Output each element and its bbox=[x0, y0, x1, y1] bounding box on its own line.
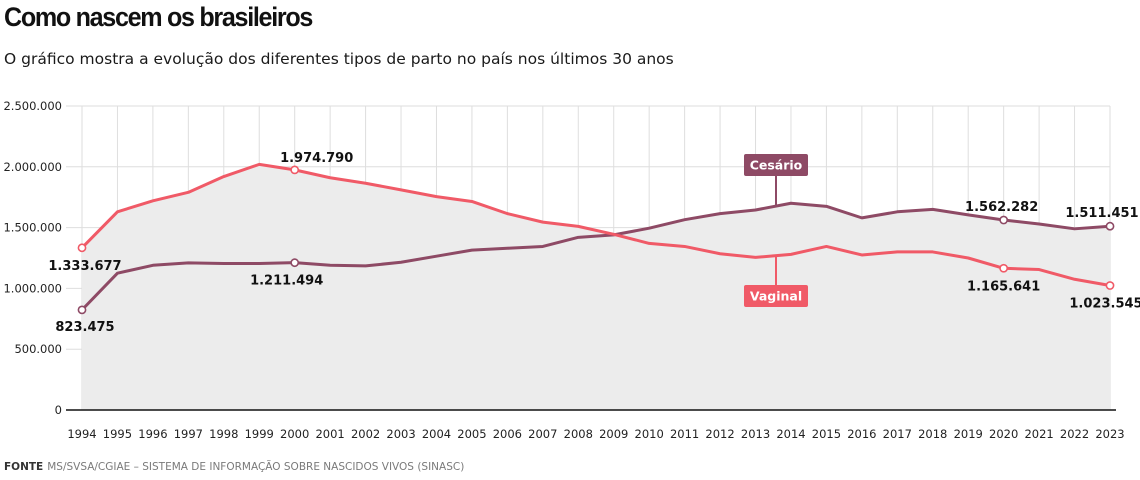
source-label: FONTE bbox=[4, 461, 44, 473]
data-label: 1.333.677 bbox=[48, 259, 121, 274]
point-marker bbox=[290, 165, 300, 175]
x-tick-label: 2005 bbox=[457, 427, 486, 441]
line-chart: 0 500.000 1.000.000 1.500.000 2.000.000 2.500… bbox=[3, 99, 1140, 441]
series bbox=[80, 162, 1112, 312]
point-marker bbox=[1105, 281, 1115, 290]
chart-title: Como nascem os brasileiros bbox=[4, 2, 313, 32]
chart-subtitle: O gráfico mostra a evolução dos diferent… bbox=[4, 50, 674, 68]
y-tick-label: 1.000.000 bbox=[3, 281, 62, 295]
data-label: 1.974.790 bbox=[280, 151, 353, 166]
x-tick-label: 1996 bbox=[138, 427, 167, 441]
data-label: 1.562.282 bbox=[965, 200, 1038, 215]
y-tick-label: 500.000 bbox=[14, 342, 62, 356]
x-tick-label: 2023 bbox=[1095, 427, 1124, 441]
data-labels: 1.333.677 1.974.790 1.165.641 1.023.545 823.… bbox=[48, 151, 1140, 335]
x-tick-label: 2018 bbox=[918, 427, 947, 441]
point-marker bbox=[77, 305, 87, 315]
point-marker bbox=[999, 215, 1009, 225]
y-tick-label: 0 bbox=[55, 403, 62, 417]
source-note: FONTE MS/SVSA/CGIAE – SISTEMA DE INFORMAÇ… bbox=[4, 461, 464, 473]
x-tick-label: 2010 bbox=[635, 427, 664, 441]
x-tick-label: 2011 bbox=[670, 427, 699, 441]
x-tick-label: 2017 bbox=[883, 427, 912, 441]
x-tick-label: 2022 bbox=[1060, 427, 1089, 441]
area-fill bbox=[82, 164, 1110, 410]
x-tick-label: 2000 bbox=[280, 427, 309, 441]
markers bbox=[77, 165, 1115, 315]
point-marker bbox=[77, 243, 87, 253]
x-tick-label: 1995 bbox=[103, 427, 132, 441]
series-tag-label: Cesário bbox=[750, 158, 803, 173]
series-tag-box bbox=[744, 154, 808, 176]
y-tick-label: 1.500.000 bbox=[3, 221, 62, 235]
y-tick-label: 2.000.000 bbox=[3, 160, 62, 174]
x-tick-label: 2014 bbox=[776, 427, 805, 441]
data-label: 1.511.451 bbox=[1065, 206, 1138, 221]
x-tick-label: 1997 bbox=[174, 427, 203, 441]
x-tick-label: 2015 bbox=[812, 427, 841, 441]
x-tick-label: 2004 bbox=[422, 427, 451, 441]
x-tick-label: 1998 bbox=[209, 427, 238, 441]
x-tick-label: 2009 bbox=[599, 427, 628, 441]
x-tick-label: 2008 bbox=[564, 427, 593, 441]
series-line-cesrio bbox=[80, 201, 1112, 312]
x-tick-label: 2019 bbox=[954, 427, 983, 441]
x-tick-label: 2012 bbox=[705, 427, 734, 441]
data-label: 1.023.545 bbox=[1069, 297, 1140, 312]
source-text: MS/SVSA/CGIAE – SISTEMA DE INFORMAÇÃO SO… bbox=[47, 461, 465, 473]
x-tick-label: 2003 bbox=[386, 427, 415, 441]
x-tick-label: 2013 bbox=[741, 427, 770, 441]
x-tick-label: 2006 bbox=[493, 427, 522, 441]
point-marker bbox=[1105, 221, 1115, 231]
series-tag-box bbox=[744, 285, 808, 307]
point-marker bbox=[999, 263, 1009, 273]
x-tick-label: 2020 bbox=[989, 427, 1018, 441]
data-label: 1.165.641 bbox=[967, 279, 1040, 294]
y-tick-label: 2.500.000 bbox=[3, 99, 62, 113]
x-tick-label: 2021 bbox=[1024, 427, 1053, 441]
series-line-vaginal bbox=[80, 162, 1112, 288]
x-tick-label: 1999 bbox=[245, 427, 274, 441]
x-tick-label: 1994 bbox=[67, 427, 96, 441]
x-tick-label: 2002 bbox=[351, 427, 380, 441]
x-tick-label: 2007 bbox=[528, 427, 557, 441]
data-label: 823.475 bbox=[55, 320, 114, 335]
data-label: 1.211.494 bbox=[250, 274, 323, 289]
axes: 0 500.000 1.000.000 1.500.000 2.000.000 2.500… bbox=[3, 99, 1124, 441]
point-marker bbox=[290, 258, 300, 268]
series-tag-label: Vaginal bbox=[750, 289, 802, 304]
x-tick-label: 2016 bbox=[847, 427, 876, 441]
x-tick-label: 2001 bbox=[315, 427, 344, 441]
